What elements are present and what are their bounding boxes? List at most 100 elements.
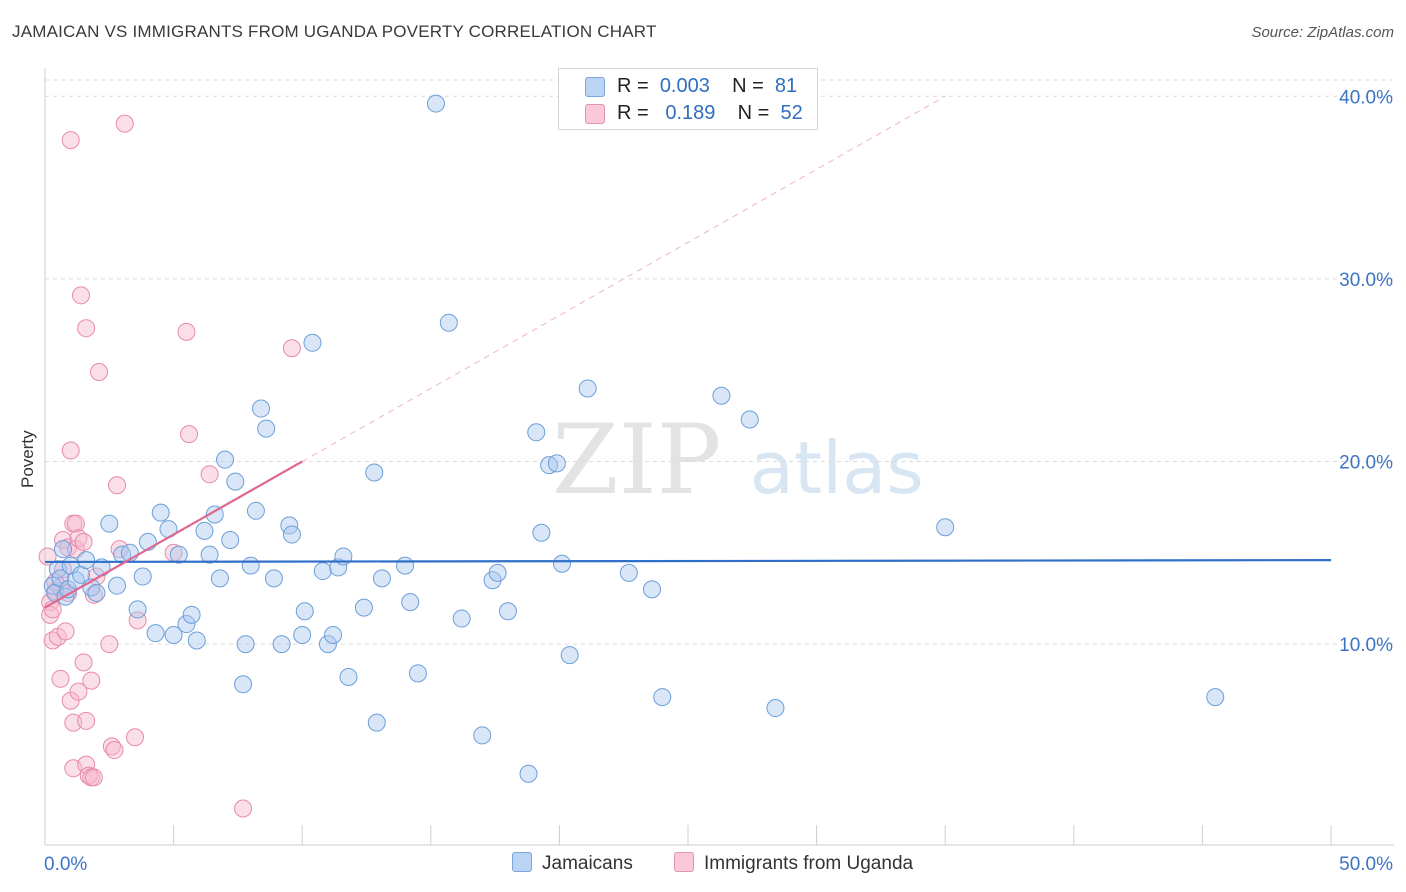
bottom-legend-uganda: Immigrants from Uganda [674, 852, 913, 875]
legend-n-value: 81 [774, 75, 798, 97]
legend-swatch-blue [585, 77, 605, 97]
point-uganda [74, 653, 93, 672]
point-jamaicans [221, 531, 240, 550]
point-jamaicans [313, 562, 332, 581]
point-jamaicans [66, 571, 85, 590]
point-uganda [84, 585, 103, 604]
point-uganda [69, 682, 88, 701]
point-jamaicans [408, 664, 427, 683]
point-jamaicans [164, 625, 183, 644]
point-jamaicans [146, 624, 165, 643]
point-jamaicans [1206, 688, 1225, 707]
legend-n-label: N = [737, 102, 770, 124]
y-tick-label: 30.0% [1339, 270, 1393, 291]
point-jamaicans [216, 450, 235, 469]
point-uganda [100, 635, 119, 654]
point-jamaicans [195, 521, 214, 540]
point-uganda [126, 728, 145, 747]
point-uganda [90, 363, 109, 382]
point-uganda [74, 532, 93, 551]
point-jamaicans [642, 580, 661, 599]
point-uganda [72, 286, 91, 305]
point-uganda [61, 131, 80, 150]
point-jamaicans [936, 518, 955, 537]
point-jamaicans [151, 503, 170, 522]
point-jamaicans [329, 558, 348, 577]
chart-title: JAMAICAN VS IMMIGRANTS FROM UGANDA POVER… [12, 22, 657, 41]
point-jamaicans [372, 569, 391, 588]
point-jamaicans [187, 631, 206, 650]
legend-r-label: R = [617, 75, 649, 97]
point-jamaicans [426, 94, 445, 113]
point-uganda [77, 319, 96, 338]
point-jamaicans [354, 598, 373, 617]
point-jamaicans [452, 609, 471, 628]
bottom-legend-swatch-pink [674, 852, 694, 872]
y-tick-label: 20.0% [1339, 453, 1393, 474]
point-jamaicans [293, 625, 312, 644]
point-jamaicans [365, 463, 384, 482]
legend-r-label: R = [617, 102, 649, 124]
point-jamaicans [295, 602, 314, 621]
legend-n-value: 52 [780, 102, 803, 124]
point-uganda [108, 476, 127, 495]
point-uganda [200, 465, 219, 484]
point-jamaicans [488, 563, 507, 582]
point-jamaicans [169, 545, 188, 564]
point-uganda [234, 799, 253, 818]
point-jamaicans [498, 602, 517, 621]
point-jamaicans [552, 554, 571, 573]
point-jamaicans [339, 667, 358, 686]
point-jamaicans [396, 556, 415, 575]
bottom-legend-label: Jamaicans [542, 853, 633, 874]
point-jamaicans [210, 569, 229, 588]
point-jamaicans [547, 454, 566, 473]
point-jamaicans [87, 583, 106, 602]
point-jamaicans [519, 764, 538, 783]
point-uganda [177, 322, 196, 341]
point-jamaicans [532, 523, 551, 542]
point-jamaicans [72, 565, 91, 584]
y-tick-label: 40.0% [1339, 87, 1393, 108]
point-uganda [51, 669, 70, 688]
point-jamaicans [138, 532, 157, 551]
legend-r-value: 0.003 [659, 75, 710, 97]
watermark-zip: ZIP [552, 404, 722, 516]
trend-line-jamaicans [44, 559, 1332, 564]
point-uganda [84, 768, 103, 787]
data-points [38, 94, 1332, 818]
point-jamaicans [272, 635, 291, 654]
x-tick-label: 0.0% [44, 854, 87, 875]
point-jamaicans [252, 399, 271, 418]
trend-line-uganda-extended [301, 95, 946, 462]
point-jamaicans [282, 525, 301, 544]
point-uganda [128, 611, 147, 630]
point-jamaicans [712, 386, 731, 405]
point-jamaicans [439, 313, 458, 332]
point-jamaicans [653, 688, 672, 707]
point-jamaicans [740, 410, 759, 429]
point-jamaicans [200, 545, 219, 564]
point-uganda [38, 547, 57, 566]
point-jamaicans [257, 419, 276, 438]
watermark-atlas: atlas [749, 426, 924, 510]
point-uganda [61, 441, 80, 460]
point-jamaicans [205, 505, 224, 524]
point-jamaicans [108, 576, 127, 595]
point-jamaicans [226, 472, 245, 491]
point-uganda [77, 711, 96, 730]
bottom-legend-swatch-blue [512, 852, 532, 872]
point-jamaicans [318, 635, 337, 654]
point-jamaicans [246, 501, 265, 520]
point-jamaicans [560, 646, 579, 665]
bottom-legend-jamaicans: Jamaicans [512, 852, 633, 875]
point-jamaicans [540, 456, 559, 475]
point-uganda [66, 540, 85, 559]
point-jamaicans [527, 423, 546, 442]
trend-lines [301, 95, 946, 462]
point-jamaicans [128, 600, 147, 619]
point-jamaicans [182, 605, 201, 624]
correlation-legend: R = 0.003 N = 81 R = 0.189 N = 52 [558, 68, 818, 130]
point-jamaicans [133, 567, 152, 586]
